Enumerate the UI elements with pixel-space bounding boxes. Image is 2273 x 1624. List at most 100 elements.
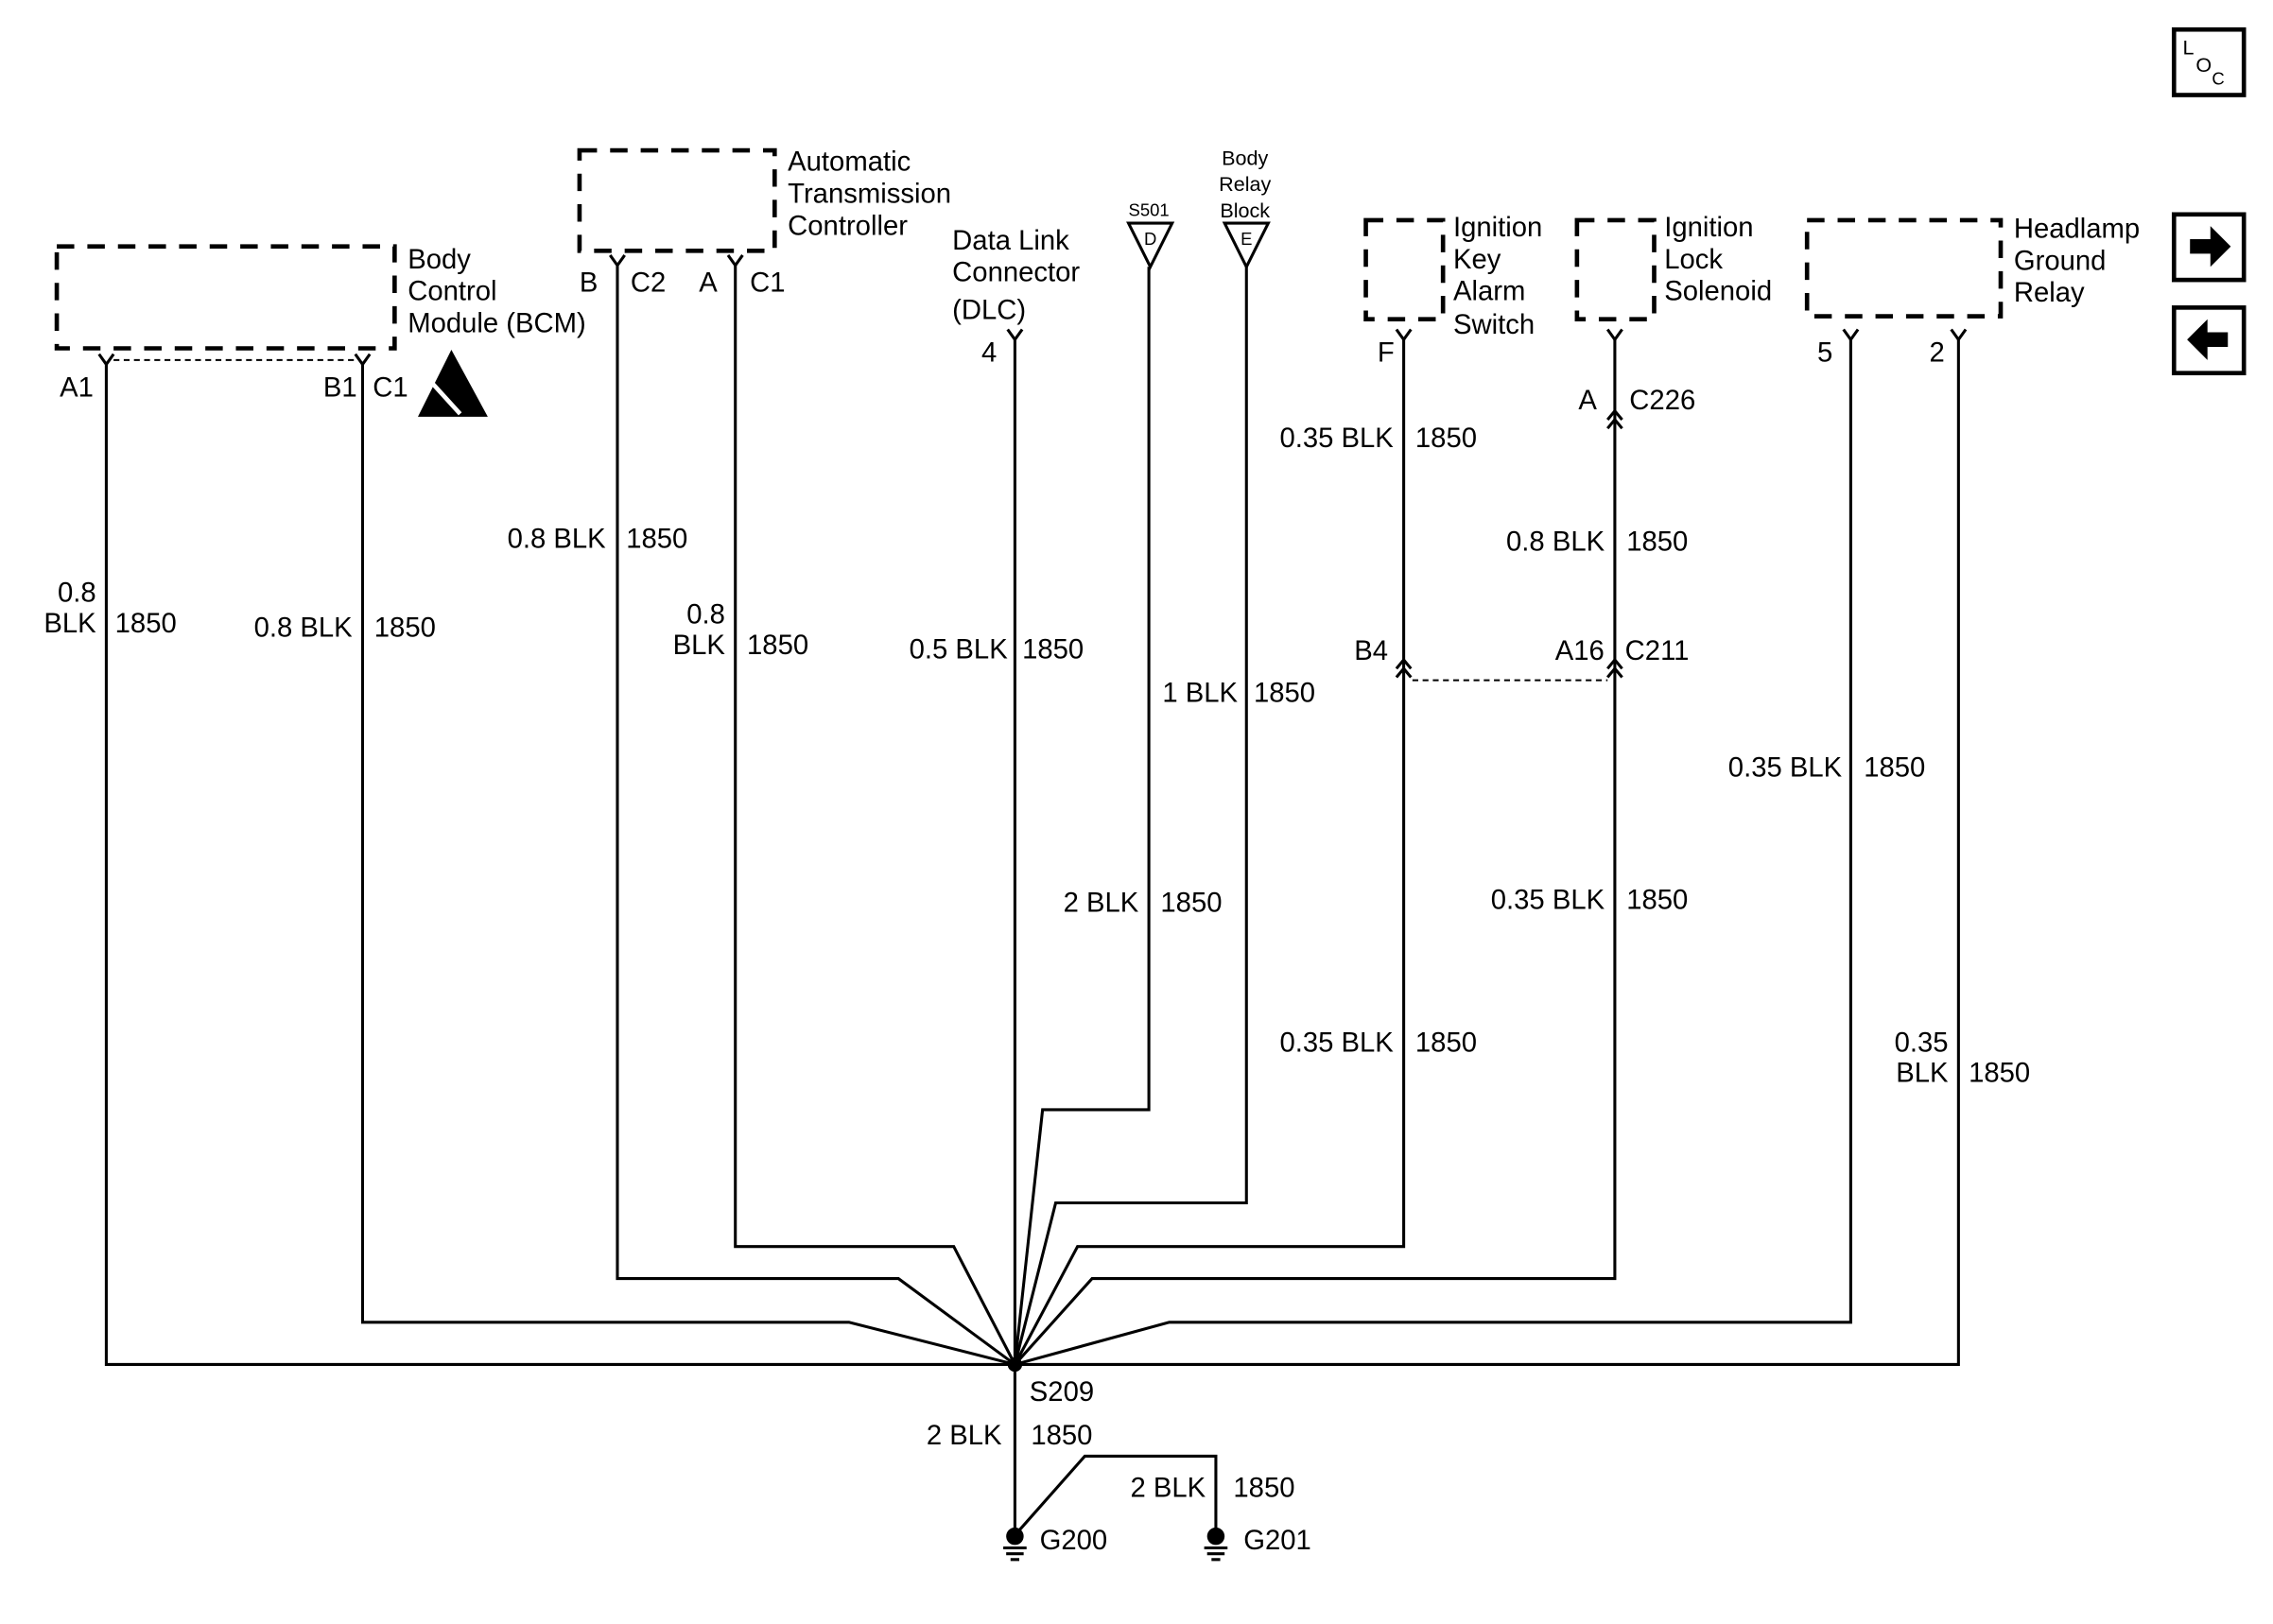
- atc-box: [577, 147, 777, 253]
- atc-label: Automatic Transmission Controller: [788, 147, 951, 242]
- diagram-label: 1850: [1022, 635, 1084, 665]
- pin-labels: A1 B1 C1 B C2 A C1 4 F A C226 B4 A16 C21…: [60, 268, 1945, 666]
- diagram-label: A1: [60, 372, 94, 403]
- diagram-label: A16: [1555, 636, 1605, 666]
- diagram-label: 0.8: [686, 600, 725, 631]
- ign-key-alarm-box: [1363, 217, 1446, 322]
- diagram-label: 1850: [747, 631, 808, 661]
- body-relay-block-connector: E: [1222, 221, 1271, 270]
- ign-lock-box: [1574, 217, 1657, 322]
- ground-g201-label: G201: [1243, 1526, 1311, 1556]
- diagram-label: 1850: [1160, 888, 1222, 918]
- diagram-label: 1850: [1233, 1474, 1294, 1504]
- next-page-button[interactable]: [2171, 212, 2247, 283]
- bcm-box: [54, 244, 397, 351]
- diagram-label: 2: [1930, 337, 1945, 368]
- diagram-label: B: [580, 268, 599, 298]
- diagram-label: Module (BCM): [408, 309, 586, 339]
- diagram-label: A: [1578, 386, 1597, 416]
- s501-connector: D: [1126, 221, 1175, 270]
- diagram-label: Body: [1222, 146, 1268, 169]
- loc-button[interactable]: L O C: [2171, 26, 2247, 97]
- s501-label: S501: [1129, 199, 1170, 219]
- loc-letter-c: C: [2212, 69, 2224, 89]
- diagram-label: 1850: [1031, 1421, 1092, 1451]
- diagram-label: Transmission: [788, 179, 951, 209]
- bcm-label: Body Control Module (BCM): [408, 245, 586, 339]
- diagram-label: 0.8 BLK: [1506, 527, 1605, 558]
- esd-sensitive-icon: [417, 350, 488, 417]
- wire-labels: 0.8 BLK 1850 0.8 BLK 1850 0.8 BLK 1850 0…: [43, 423, 2030, 1503]
- diagram-label: BLK: [1896, 1059, 1949, 1089]
- diagram-label: Solenoid: [1664, 277, 1772, 307]
- arrow-right-icon: [2190, 226, 2231, 268]
- diagram-label: 1850: [1864, 752, 1925, 783]
- diagram-label: 1850: [1254, 679, 1315, 709]
- s209-splice-dot: [1007, 1356, 1023, 1373]
- diagram-label: 2 BLK: [927, 1421, 1002, 1451]
- diagram-label: 0.35 BLK: [1728, 752, 1843, 783]
- headlamp-relay-label: Headlamp Ground Relay: [2014, 214, 2140, 308]
- diagram-label: Switch: [1453, 310, 1535, 340]
- diagram-label: 0.8: [58, 578, 96, 608]
- diagram-label: C211: [1625, 636, 1690, 666]
- diagram-label: C2: [631, 268, 666, 298]
- diagram-label: 0.8 BLK: [508, 524, 607, 554]
- diagram-label: BLK: [43, 609, 96, 639]
- diagram-label: Ground: [2014, 246, 2107, 276]
- diagram-label: D: [1144, 229, 1156, 249]
- diagram-label: 0.8 BLK: [254, 613, 354, 643]
- splice-s209-label: S209: [1030, 1377, 1094, 1408]
- diagram-label: BLK: [673, 631, 726, 661]
- body-relay-block-label: Body Relay Block: [1219, 146, 1271, 221]
- headlamp-relay-box: [1804, 217, 2004, 319]
- diagram-label: Body: [408, 245, 471, 275]
- diagram-label: 1850: [1969, 1059, 2030, 1089]
- ign-key-alarm-label: Ignition Key Alarm Switch: [1453, 213, 1542, 340]
- diagram-label: C1: [373, 372, 408, 403]
- diagram-label: Data Link: [952, 226, 1069, 256]
- diagram-label: 2 BLK: [1130, 1474, 1206, 1504]
- diagram-label: 2 BLK: [1064, 888, 1139, 918]
- diagram-label: 0.35 BLK: [1491, 885, 1605, 915]
- diagram-label: Control: [408, 277, 496, 307]
- loc-letter-l: L: [2183, 35, 2195, 59]
- diagram-label: Alarm: [1453, 277, 1525, 307]
- diagram-label: 0.35: [1895, 1028, 1949, 1058]
- diagram-label: F: [1378, 337, 1395, 368]
- diagram-label: Controller: [788, 211, 908, 241]
- prev-page-button[interactable]: [2171, 305, 2247, 375]
- diagram-label: 1850: [374, 613, 436, 643]
- diagram-label: 0.35 BLK: [1279, 1028, 1394, 1058]
- diagram-label: Relay: [2014, 278, 2085, 308]
- diagram-label: 1850: [626, 524, 687, 554]
- loc-letter-o: O: [2195, 53, 2212, 77]
- diagram-label: Block: [1220, 199, 1270, 222]
- diagram-label: (DLC): [952, 296, 1026, 326]
- wires: [104, 265, 1960, 1533]
- diagram-label: Relay: [1219, 172, 1271, 196]
- diagram-label: Ignition: [1664, 213, 1753, 243]
- diagram-label: Lock: [1664, 245, 1723, 275]
- diagram-label: Ignition: [1453, 213, 1542, 243]
- diagram-label: Key: [1453, 245, 1501, 275]
- diagram-label: C226: [1629, 386, 1695, 416]
- ground-g200-label: G200: [1040, 1526, 1108, 1556]
- ground-g200-icon: [1003, 1527, 1027, 1562]
- diagram-label: A: [699, 268, 718, 298]
- diagram-label: 1850: [1626, 885, 1688, 915]
- diagram-label: E: [1241, 229, 1252, 249]
- dlc-label: Data Link Connector (DLC): [952, 226, 1080, 326]
- diagram-label: Automatic: [788, 147, 911, 178]
- diagram-label: 0.35 BLK: [1279, 423, 1394, 454]
- diagram-label: B1: [323, 372, 357, 403]
- ign-lock-label: Ignition Lock Solenoid: [1664, 213, 1772, 307]
- diagram-label: B4: [1354, 636, 1388, 666]
- diagram-label: 1 BLK: [1162, 679, 1238, 709]
- diagram-label: 1850: [115, 609, 177, 639]
- diagram-label: 1850: [1626, 527, 1688, 558]
- arrow-left-icon: [2187, 319, 2229, 360]
- diagram-label: 0.5 BLK: [910, 635, 1009, 665]
- diagram-label: 1850: [1415, 1028, 1477, 1058]
